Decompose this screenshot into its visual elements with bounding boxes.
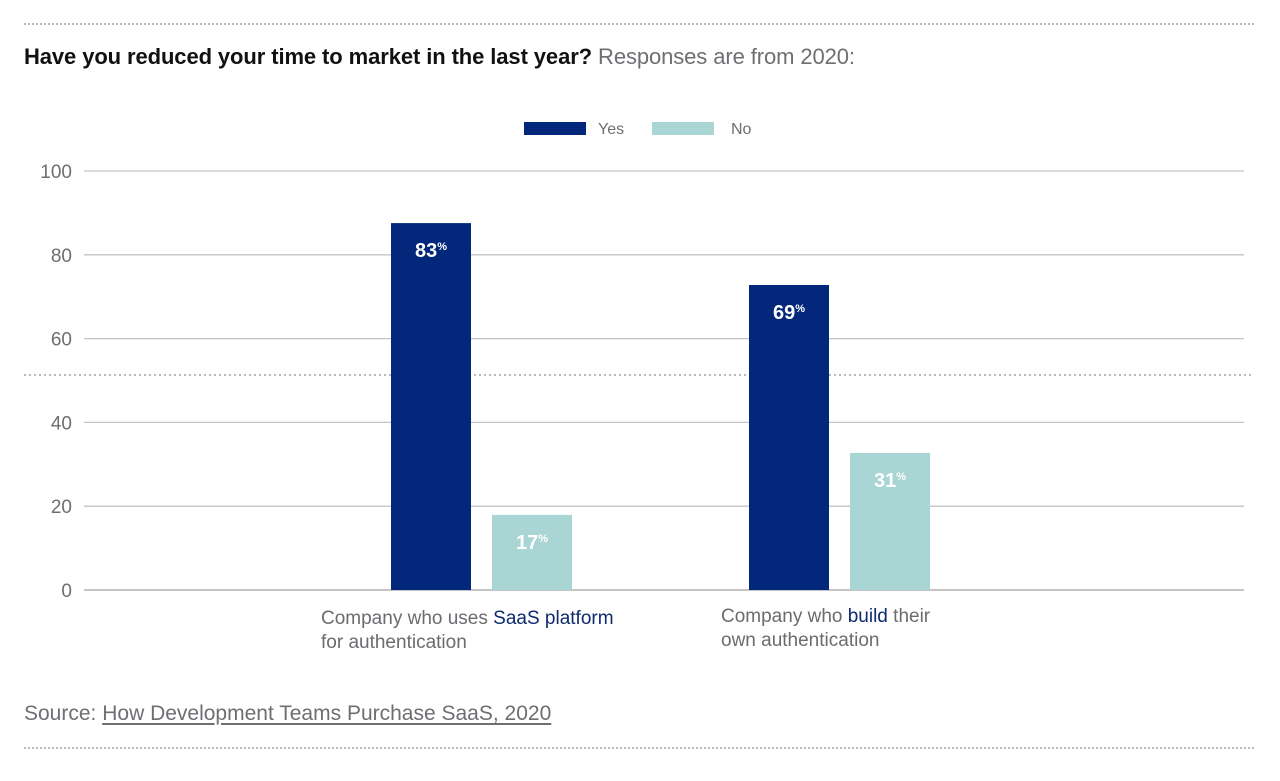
- bar-value-label: 17%: [516, 532, 548, 554]
- source-prefix: Source:: [24, 702, 97, 725]
- source-link[interactable]: How Development Teams Purchase SaaS, 202…: [102, 702, 552, 725]
- legend-label-yes: Yes: [598, 121, 624, 138]
- category-text-line2: for authentication: [321, 632, 467, 653]
- legend: Yes No: [524, 121, 752, 138]
- chart-title: Have you reduced your time to market in …: [24, 44, 855, 70]
- bar-value-label: 31%: [874, 470, 906, 492]
- bars: 83% 69% 17% 31%: [391, 223, 930, 590]
- bottom-divider: [24, 747, 1254, 749]
- category-text: Company who uses: [321, 608, 494, 629]
- top-divider: [24, 23, 1254, 25]
- bar-no: [492, 514, 572, 590]
- legend-swatch-no: [652, 122, 714, 135]
- y-tick-label: 60: [51, 330, 72, 351]
- source-line: Source: How Development Teams Purchase S…: [24, 702, 551, 726]
- category-text: their: [887, 606, 931, 627]
- legend-swatch-yes: [524, 122, 586, 135]
- bar-value-label: 69%: [773, 302, 805, 324]
- y-tick-label: 100: [40, 162, 72, 183]
- category-label-build: Company who build their own authenticati…: [721, 605, 930, 653]
- category-text-line2: own authentication: [721, 630, 880, 651]
- category-highlight: SaaS platform: [493, 608, 614, 629]
- category-text: Company who: [721, 606, 848, 627]
- title-question: Have you reduced your time to market in …: [24, 44, 593, 69]
- title-subtitle: Responses are from 2020:: [598, 44, 855, 69]
- category-highlight: build: [847, 606, 888, 627]
- legend-label-no: No: [731, 121, 752, 138]
- bar-yes: [749, 284, 829, 590]
- gridlines: 0 20 40 60 80 100: [40, 162, 1244, 602]
- y-tick-label: 40: [51, 413, 72, 434]
- bar-no: [850, 452, 930, 590]
- bar-chart: 0 20 40 60 80 100 83% 69% 17% 31% Yes No: [24, 121, 1254, 602]
- y-tick-label: 20: [51, 497, 72, 518]
- bar-yes: [391, 223, 471, 590]
- y-tick-label: 0: [61, 581, 72, 602]
- bar-value-label: 83%: [415, 240, 447, 262]
- y-tick-label: 80: [51, 246, 72, 267]
- category-label-saas: Company who uses SaaS platform for authe…: [321, 607, 614, 655]
